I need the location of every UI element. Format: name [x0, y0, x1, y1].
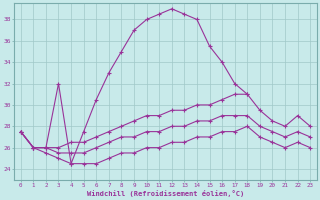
X-axis label: Windchill (Refroidissement éolien,°C): Windchill (Refroidissement éolien,°C) [87, 190, 244, 197]
